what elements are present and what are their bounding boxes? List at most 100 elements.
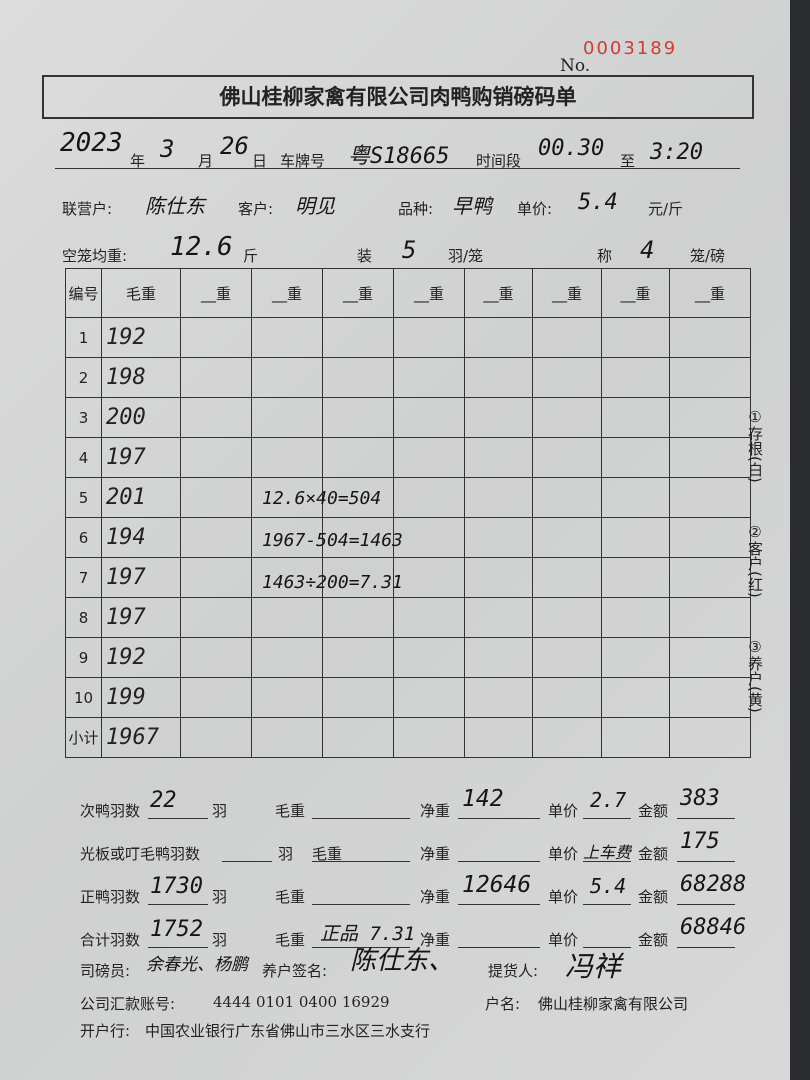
table-row: 6 194	[65, 517, 751, 558]
empty-cell	[464, 677, 533, 718]
weigher-signature: 余春光、杨鹏	[146, 955, 248, 975]
column-header: __重	[180, 268, 252, 318]
bank-name: 中国农业银行广东省佛山市三水区三水支行	[145, 1022, 431, 1040]
empty-cell	[180, 397, 252, 438]
receiver-signature: 冯祥	[565, 950, 622, 983]
column-header: __重	[532, 268, 602, 318]
empty-cell	[532, 717, 602, 758]
empty-cell	[180, 317, 252, 358]
empty-cell	[669, 637, 751, 678]
calc-line: 12.6×40=504	[262, 488, 382, 509]
row-number: 3	[65, 397, 102, 438]
row-number: 5	[65, 477, 102, 518]
gross-weight: 192	[101, 317, 181, 358]
empty-cell	[251, 397, 323, 438]
empty-cell	[669, 357, 751, 398]
empty-cell	[532, 517, 602, 558]
empty-cell	[393, 557, 465, 598]
year: 2023	[60, 128, 123, 158]
summary-label: 次鸭羽数	[80, 802, 141, 820]
empty-cell	[601, 477, 670, 518]
empty-cell	[669, 717, 751, 758]
gross-weight: 197	[101, 437, 181, 478]
empty-cell	[464, 597, 533, 638]
empty-cell	[669, 517, 751, 558]
empty-cell	[393, 637, 465, 678]
load-label: 装	[357, 247, 373, 265]
empty-cell	[464, 357, 533, 398]
gross-label: 毛重	[312, 845, 343, 863]
amount-value: 175	[680, 829, 720, 854]
account-name: 佛山桂柳家禽有限公司	[538, 995, 689, 1013]
empty-cell	[251, 597, 323, 638]
empty-cell	[180, 717, 252, 758]
gross-weight: 199	[101, 677, 181, 718]
empty-cell	[601, 557, 670, 598]
empty-cell	[532, 557, 602, 598]
empty-cell	[322, 677, 394, 718]
empty-cell	[669, 677, 751, 718]
column-header: __重	[251, 268, 323, 318]
unit-price-label: 单价	[548, 802, 579, 820]
weigh-unit: 笼/磅	[690, 247, 726, 265]
time-from: 00.30	[538, 136, 605, 161]
column-header: __重	[322, 268, 394, 318]
count-unit: 羽	[278, 845, 294, 863]
empty-cell	[601, 677, 670, 718]
summary-count: 1730	[150, 874, 203, 899]
partner-label: 联营户:	[62, 200, 113, 218]
empty-cell	[464, 477, 533, 518]
empty-cell	[669, 477, 751, 518]
gross-label: 毛重	[275, 888, 306, 906]
empty-cell	[322, 717, 394, 758]
amount-value: 68846	[680, 915, 747, 940]
variety: 早鸭	[452, 194, 492, 218]
net-value: 12646	[462, 872, 532, 898]
table-row: 4 197	[65, 437, 751, 478]
farmer-signature: 陈仕东、	[350, 946, 455, 976]
empty-cell	[322, 517, 394, 558]
amount-value: 68288	[680, 872, 747, 897]
plate: 粤S18665	[348, 144, 450, 169]
weigh-label: 称	[597, 247, 613, 265]
farmer-label: 养户签名:	[262, 962, 328, 980]
empty-cell	[322, 637, 394, 678]
summary-label: 合计羽数	[80, 931, 141, 949]
empty-cell	[532, 317, 602, 358]
to-label: 至	[620, 152, 636, 170]
table-row: 5 201	[65, 477, 751, 518]
unit-price-value: 2.7	[590, 788, 627, 812]
form-title: 佛山桂柳家禽有限公司肉鸭购销磅码单	[42, 75, 754, 119]
empty-cell	[180, 517, 252, 558]
empty-cell	[532, 637, 602, 678]
table-row: 7 197	[65, 557, 751, 598]
column-header: __重	[669, 268, 751, 318]
empty-cell	[180, 677, 252, 718]
gross-weight: 194	[101, 517, 181, 558]
empty-cell	[322, 357, 394, 398]
unit-price-label: 单价	[548, 888, 579, 906]
time-label: 时间段	[476, 152, 522, 170]
price-label: 单价:	[517, 200, 553, 218]
empty-cell	[601, 437, 670, 478]
row-number: 7	[65, 557, 102, 598]
unit-price-label: 单价	[548, 931, 579, 949]
month: 3	[160, 135, 175, 163]
count-unit: 羽	[212, 802, 228, 820]
empty-cell	[393, 597, 465, 638]
amount-label: 金额	[638, 931, 669, 949]
time-to: 3:20	[650, 140, 703, 165]
gross-value: 正品 7.31	[320, 923, 416, 945]
empty-cell	[251, 477, 323, 518]
empty-cell	[393, 357, 465, 398]
calc-line: 1463÷200=7.31	[262, 572, 403, 593]
weight-table: 编号 毛重 __重 __重 __重 __重 __重 __重 __重 __重 1 192 2 198 3 200…	[65, 268, 751, 758]
partner: 陈仕东	[145, 194, 205, 218]
day: 26	[220, 132, 249, 160]
table-row: 3 200	[65, 397, 751, 438]
amount-label: 金额	[638, 888, 669, 906]
day-label: 日	[252, 152, 268, 170]
load-unit: 羽/笼	[448, 247, 484, 265]
empty-cell	[669, 597, 751, 638]
table-row: 1 192	[65, 317, 751, 358]
